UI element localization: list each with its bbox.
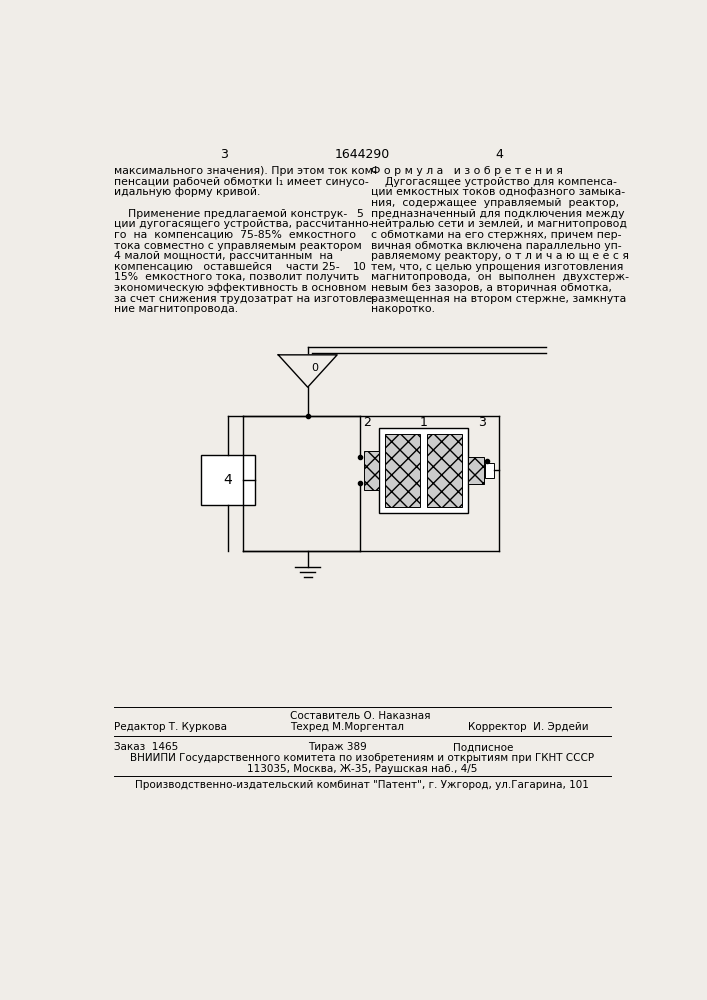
Text: идальную форму кривой.: идальную форму кривой. — [114, 187, 260, 197]
Text: Тираж 389: Тираж 389 — [308, 742, 366, 752]
Text: вичная обмотка включена параллельно уп-: вичная обмотка включена параллельно уп- — [371, 241, 622, 251]
Text: 4 малой мощности, рассчитанным  на: 4 малой мощности, рассчитанным на — [114, 251, 333, 261]
Text: Составитель О. Наказная: Составитель О. Наказная — [290, 711, 431, 721]
Text: 4: 4 — [223, 473, 233, 487]
Text: го  на  компенсацию  75-85%  емкостного: го на компенсацию 75-85% емкостного — [114, 230, 356, 240]
Text: 5: 5 — [356, 209, 363, 219]
Text: ние магнитопровода.: ние магнитопровода. — [114, 304, 238, 314]
Bar — [485, 463, 494, 478]
Text: Ф о р м у л а   и з о б р е т е н и я: Ф о р м у л а и з о б р е т е н и я — [371, 166, 563, 176]
Text: 1: 1 — [420, 416, 428, 429]
Text: Дугогасящее устройство для компенса-: Дугогасящее устройство для компенса- — [371, 177, 617, 187]
Text: равляемому реактору, о т л и ч а ю щ е е с я: равляемому реактору, о т л и ч а ю щ е е… — [371, 251, 629, 261]
Text: накоротко.: накоротко. — [371, 304, 436, 314]
Text: 15%  емкостного тока, позволит получить: 15% емкостного тока, позволит получить — [114, 272, 359, 282]
Bar — [385, 434, 421, 507]
Text: максимального значения). При этом ток ком-: максимального значения). При этом ток ко… — [114, 166, 377, 176]
Text: магнитопровода,  он  выполнен  двухстерж-: магнитопровода, он выполнен двухстерж- — [371, 272, 629, 282]
Text: 0: 0 — [312, 363, 319, 373]
Text: Техред М.Моргентал: Техред М.Моргентал — [290, 722, 404, 732]
Bar — [426, 434, 462, 507]
Bar — [379, 428, 468, 513]
Text: 2: 2 — [363, 416, 371, 429]
Text: 10: 10 — [353, 262, 366, 272]
Text: невым без зазоров, а вторичная обмотка,: невым без зазоров, а вторичная обмотка, — [371, 283, 612, 293]
Text: Редактор Т. Куркова: Редактор Т. Куркова — [114, 722, 227, 732]
Text: ции дугогасящего устройства, рассчитанно-: ции дугогасящего устройства, рассчитанно… — [114, 219, 373, 229]
Bar — [468, 457, 484, 484]
Bar — [201, 455, 255, 505]
Text: компенсацию   оставшейся    части 25-: компенсацию оставшейся части 25- — [114, 262, 339, 272]
Text: ния,  содержащее  управляемый  реактор,: ния, содержащее управляемый реактор, — [371, 198, 619, 208]
Text: Подписное: Подписное — [452, 742, 513, 752]
Text: 4: 4 — [495, 148, 503, 161]
Text: с обмотками на его стержнях, причем пер-: с обмотками на его стержнях, причем пер- — [371, 230, 621, 240]
Text: ВНИИПИ Государственного комитета по изобретениям и открытиям при ГКНТ СССР: ВНИИПИ Государственного комитета по изоб… — [130, 753, 594, 763]
Text: Заказ  1465: Заказ 1465 — [114, 742, 178, 752]
Text: тем, что, с целью упрощения изготовления: тем, что, с целью упрощения изготовления — [371, 262, 624, 272]
Text: 1644290: 1644290 — [334, 148, 390, 161]
Text: Применение предлагаемой конструк-: Применение предлагаемой конструк- — [114, 209, 347, 219]
Text: экономическую эффективность в основном: экономическую эффективность в основном — [114, 283, 366, 293]
Text: 113035, Москва, Ж-35, Раушская наб., 4/5: 113035, Москва, Ж-35, Раушская наб., 4/5 — [247, 764, 477, 774]
Text: предназначенный для подключения между: предназначенный для подключения между — [371, 209, 625, 219]
Text: Корректор  И. Эрдейи: Корректор И. Эрдейи — [468, 722, 589, 732]
Text: нейтралью сети и землей, и магнитопровод: нейтралью сети и землей, и магнитопровод — [371, 219, 627, 229]
Text: 3: 3 — [220, 148, 228, 161]
Text: Производственно-издательский комбинат "Патент", г. Ужгород, ул.Гагарина, 101: Производственно-издательский комбинат "П… — [135, 780, 589, 790]
Text: пенсации рабочей обмотки I₁ имеет синусо-: пенсации рабочей обмотки I₁ имеет синусо… — [114, 177, 368, 187]
Bar — [363, 451, 379, 490]
Text: тока совместно с управляемым реактором: тока совместно с управляемым реактором — [114, 241, 362, 251]
Text: ции емкостных токов однофазного замыка-: ции емкостных токов однофазного замыка- — [371, 187, 626, 197]
Text: размещенная на втором стержне, замкнута: размещенная на втором стержне, замкнута — [371, 294, 626, 304]
Text: 3: 3 — [478, 416, 486, 429]
Text: за счет снижения трудозатрат на изготовле-: за счет снижения трудозатрат на изготовл… — [114, 294, 376, 304]
